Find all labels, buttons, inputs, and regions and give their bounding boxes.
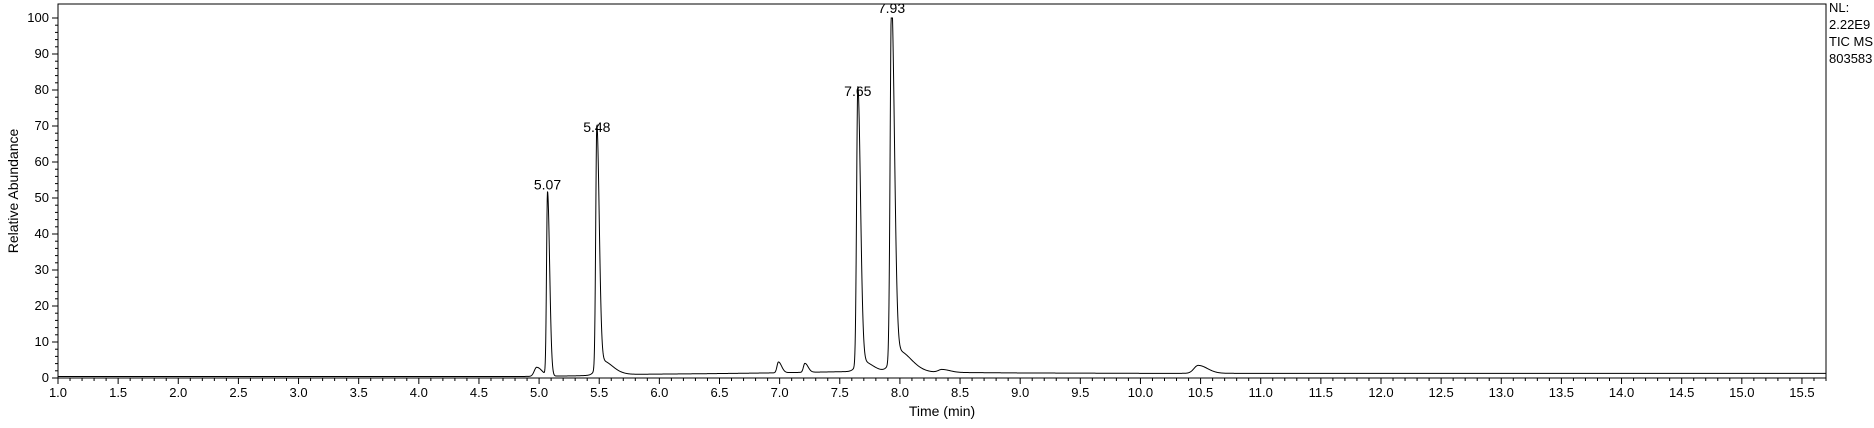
y-axis-title: Relative Abundance [5, 129, 21, 254]
x-tick-label: 13.5 [1549, 385, 1574, 400]
x-tick-label: 1.0 [49, 385, 67, 400]
x-tick-label: 2.5 [229, 385, 247, 400]
y-axis-ticks: 0 10 20 30 40 50 60 70 80 90 100 [27, 10, 58, 385]
x-tick-label: 6.5 [710, 385, 728, 400]
peak-label: 5.07 [534, 176, 561, 192]
peak-label: 7.65 [844, 83, 871, 99]
y-tick-label: 10 [35, 334, 49, 349]
x-tick-label: 3.5 [350, 385, 368, 400]
info-block: NL: 2.22E9 TIC MS 803583 [1829, 0, 1873, 66]
info-file-id: 803583 [1829, 51, 1872, 66]
x-tick-label: 12.5 [1428, 385, 1453, 400]
peak-labels: 5.07 5.48 7.65 7.93 [534, 0, 905, 192]
peak-label: 7.93 [878, 0, 905, 16]
y-tick-label: 40 [35, 226, 49, 241]
x-tick-label: 9.0 [1011, 385, 1029, 400]
x-tick-label: 14.0 [1609, 385, 1634, 400]
x-tick-label: 4.5 [470, 385, 488, 400]
peak-label: 5.48 [583, 119, 610, 135]
x-tick-label: 5.5 [590, 385, 608, 400]
x-tick-label: 5.0 [530, 385, 548, 400]
x-tick-label: 13.0 [1489, 385, 1514, 400]
x-tick-label: 12.0 [1368, 385, 1393, 400]
x-tick-label: 6.0 [650, 385, 668, 400]
x-tick-label: 8.0 [891, 385, 909, 400]
y-tick-label: 100 [27, 10, 49, 25]
x-tick-label: 7.5 [831, 385, 849, 400]
x-tick-label: 15.5 [1789, 385, 1814, 400]
x-tick-label: 3.0 [290, 385, 308, 400]
x-tick-label: 14.5 [1669, 385, 1694, 400]
x-tick-label: 8.5 [951, 385, 969, 400]
x-tick-label: 10.5 [1188, 385, 1213, 400]
x-axis-ticks: 1.0 1.5 2.0 2.5 3.0 3.5 4.0 4.5 5.0 5.5 6.0 6.5 7.0 7… [49, 378, 1827, 400]
tic-trace [58, 17, 1826, 378]
y-tick-label: 60 [35, 154, 49, 169]
x-tick-label: 15.0 [1729, 385, 1754, 400]
x-tick-label: 9.5 [1071, 385, 1089, 400]
info-nl-value: 2.22E9 [1829, 17, 1870, 32]
y-tick-label: 90 [35, 46, 49, 61]
x-axis-title: Time (min) [909, 403, 975, 419]
x-tick-label: 11.0 [1249, 385, 1273, 400]
info-nl-label: NL: [1829, 0, 1849, 15]
x-tick-label: 1.5 [109, 385, 127, 400]
x-tick-label: 2.0 [169, 385, 187, 400]
y-tick-label: 50 [35, 190, 49, 205]
x-tick-label: 11.5 [1309, 385, 1333, 400]
y-tick-label: 0 [42, 370, 49, 385]
y-tick-label: 30 [35, 262, 49, 277]
info-scan-filter: TIC MS [1829, 34, 1873, 49]
x-tick-label: 4.0 [410, 385, 428, 400]
y-tick-label: 70 [35, 118, 49, 133]
x-tick-label: 10.0 [1128, 385, 1153, 400]
y-tick-label: 20 [35, 298, 49, 313]
plot-frame [57, 3, 1827, 379]
y-tick-label: 80 [35, 82, 49, 97]
x-tick-label: 7.0 [771, 385, 789, 400]
